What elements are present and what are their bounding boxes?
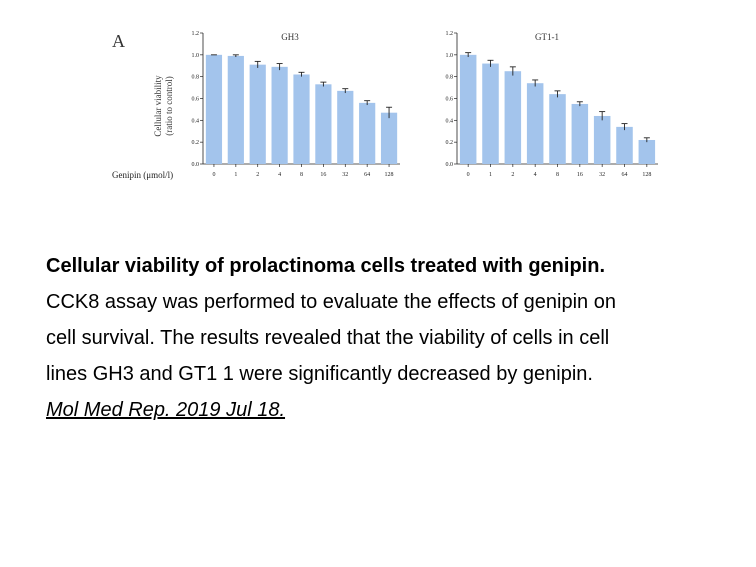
panel-label: A (112, 31, 125, 51)
x-tick-label: 16 (577, 172, 583, 178)
x-tick-label: 8 (556, 172, 559, 178)
bar (593, 115, 611, 164)
source-link[interactable]: Mol Med Rep. 2019 Jul 18. (46, 399, 286, 421)
bar (571, 103, 589, 164)
chart-gt1-1: GT1-1 0.0 0.2 0.4 0.6 0.8 1.0 1.2 0 1 2 4 8 16 32 64 128 (446, 31, 658, 178)
bar (359, 102, 376, 164)
chart-gh3: GH3 0.0 0.2 0.4 0.6 0.8 1.0 1.2 0 1 2 4 8 16 32 64 128 (192, 31, 400, 178)
x-axis-name: Genipin (μmol/l) (112, 170, 173, 180)
x-tick-label: 1 (234, 172, 237, 178)
y-tick-label: 1.2 (192, 31, 200, 37)
bar (249, 64, 266, 164)
x-tick-label: 8 (300, 172, 303, 178)
chart-title: GH3 (281, 32, 299, 42)
x-tick-label: 64 (622, 172, 628, 178)
y-tick-label: 0.6 (192, 97, 200, 103)
x-tick-label: 32 (342, 172, 348, 178)
y-tick-label: 0.6 (446, 97, 454, 103)
y-tick-label: 0.4 (446, 118, 454, 124)
bar (380, 112, 398, 164)
y-tick-label: 0.2 (192, 140, 200, 146)
bar (227, 55, 244, 164)
bar (337, 90, 354, 164)
x-tick-label: 64 (364, 172, 370, 178)
bar (638, 139, 656, 164)
x-tick-label: 32 (599, 172, 605, 178)
y-axis-label-line2: (ratio to control) (164, 76, 174, 135)
x-tick-label: 16 (320, 172, 326, 178)
bar (271, 66, 288, 164)
bar (526, 83, 544, 164)
bar (482, 63, 499, 164)
y-tick-label: 1.0 (446, 53, 454, 59)
caption-line-3: lines GH3 and GT1 1 were significantly d… (46, 363, 593, 385)
caption-title: Cellular viability of prolactinoma cells… (46, 255, 606, 277)
x-tick-label: 2 (256, 172, 259, 178)
x-tick-label: 4 (534, 172, 537, 178)
caption-line-1: CCK8 assay was performed to evaluate the… (46, 291, 616, 313)
bar (459, 54, 477, 165)
bar (293, 74, 310, 164)
figure-caption: Cellular viability of prolactinoma cells… (46, 248, 746, 428)
x-tick-label: 0 (467, 172, 470, 178)
caption-line-2: cell survival. The results revealed that… (46, 327, 610, 349)
y-tick-label: 0.4 (192, 118, 200, 124)
y-tick-label: 0.0 (192, 162, 200, 168)
bar (205, 54, 223, 165)
y-tick-label: 0.8 (446, 75, 454, 81)
chart-title: GT1-1 (535, 32, 559, 42)
x-tick-label: 1 (489, 172, 492, 178)
bar (616, 126, 633, 164)
x-tick-label: 2 (511, 172, 514, 178)
y-tick-label: 0.2 (446, 140, 454, 146)
x-tick-label: 128 (385, 172, 394, 178)
y-tick-label: 0.8 (192, 75, 200, 81)
bar (504, 71, 522, 164)
y-tick-label: 1.0 (192, 53, 200, 59)
x-tick-label: 0 (212, 172, 215, 178)
y-tick-label: 1.2 (446, 31, 454, 37)
bar (549, 94, 566, 164)
bar (315, 84, 332, 164)
x-tick-label: 4 (278, 172, 281, 178)
y-axis-label-line1: Cellular viability (153, 75, 163, 137)
x-tick-label: 128 (642, 172, 651, 178)
figure: A Cellular viability (ratio to control) … (112, 31, 658, 180)
y-tick-label: 0.0 (446, 162, 454, 168)
